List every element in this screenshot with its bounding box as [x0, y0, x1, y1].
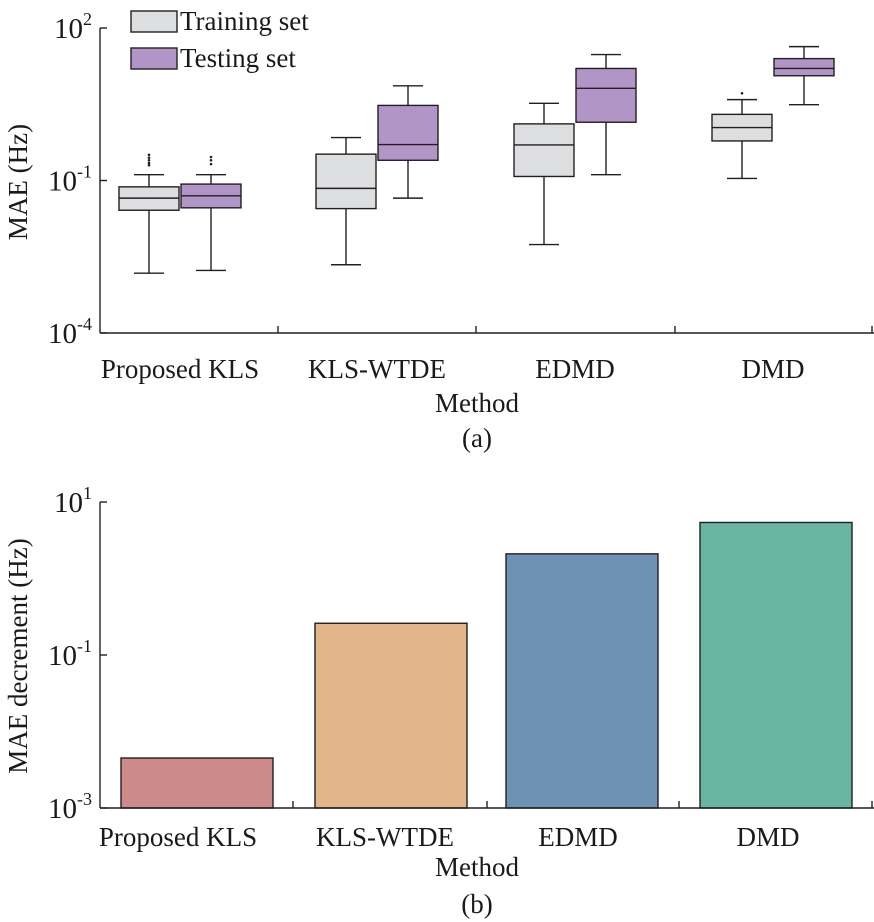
y-tick-label-b: 10-3: [48, 789, 92, 825]
box-training: [513, 102, 575, 246]
outlier-point: [209, 155, 213, 159]
bar-3: [699, 521, 853, 809]
x-tick-labels-a: Proposed KLS KLS-WTDE EDMD DMD: [101, 354, 805, 384]
y-tick-label-b: 10-1: [48, 636, 92, 672]
bar-2: [505, 553, 659, 809]
x-tick-label-a: EDMD: [535, 354, 615, 384]
outlier-point: [740, 91, 744, 95]
y-tick-labels-b: 10-3 10-1 101: [48, 483, 92, 825]
x-tick-label-a: KLS-WTDE: [308, 354, 446, 384]
x-tick-label-b: EDMD: [538, 822, 618, 852]
y-tick-labels-a: 10-4 10-1 102: [48, 9, 92, 350]
box-testing: [575, 53, 637, 176]
panel-label-b: (b): [461, 889, 492, 919]
panel-label-a: (a): [462, 423, 492, 453]
bar-1: [314, 622, 468, 809]
box-training: [118, 153, 180, 274]
y-axis-label-b: MAE decrement (Hz): [3, 538, 33, 773]
box-iqr: [575, 67, 637, 123]
x-tick-label-a: DMD: [741, 354, 804, 384]
outlier-point: [209, 162, 213, 166]
bar-0: [120, 757, 274, 809]
y-tick-label-a: 10-4: [48, 314, 92, 350]
legend-swatch-training: [130, 10, 178, 33]
outlier-point: [147, 158, 151, 162]
bar-series-b: [120, 521, 853, 809]
legend-label-training: Training set: [180, 6, 309, 36]
x-tick-labels-b: Proposed KLS KLS-WTDE EDMD DMD: [99, 822, 800, 852]
box-iqr: [315, 153, 377, 210]
y-axis-label-a: MAE (Hz): [3, 124, 33, 240]
y-tick-label-a: 10-1: [48, 162, 92, 198]
outlier-point: [147, 163, 151, 167]
outlier-point: [147, 153, 151, 157]
box-testing: [773, 45, 835, 106]
box-iqr: [773, 57, 835, 77]
x-tick-label-b: DMD: [736, 822, 799, 852]
outlier-point: [147, 156, 151, 160]
x-axis-label-b: Method: [435, 852, 519, 882]
box-series-a: [118, 45, 835, 274]
box-testing: [180, 155, 242, 272]
legend: Training set Testing set: [130, 6, 309, 73]
x-tick-label-b: Proposed KLS: [99, 822, 257, 852]
outlier-point: [209, 158, 213, 162]
x-axis-label-a: Method: [435, 388, 519, 418]
x-tick-label-b: KLS-WTDE: [316, 822, 454, 852]
box-training: [711, 91, 773, 180]
box-iqr: [377, 104, 439, 161]
box-iqr: [513, 123, 575, 178]
outlier-point: [147, 161, 151, 165]
axes-a: [99, 27, 874, 334]
legend-swatch-testing: [130, 47, 178, 70]
y-tick-label-b: 101: [54, 483, 92, 519]
legend-label-testing: Testing set: [180, 43, 296, 73]
y-tick-label-a: 102: [54, 9, 92, 45]
x-tick-label-a: Proposed KLS: [101, 354, 259, 384]
axes-b: [99, 501, 874, 809]
box-testing: [377, 85, 439, 199]
box-training: [315, 136, 377, 266]
